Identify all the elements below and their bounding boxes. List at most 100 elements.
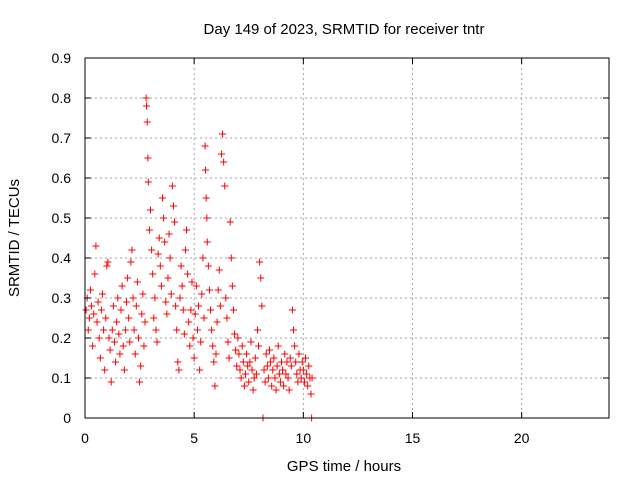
data-point: [176, 294, 184, 302]
data-point: [251, 354, 259, 362]
data-point: [291, 342, 299, 350]
data-point: [247, 338, 255, 346]
data-point: [133, 278, 141, 286]
data-point: [271, 374, 279, 382]
data-point: [101, 366, 109, 374]
data-point: [285, 386, 293, 394]
data-point: [157, 282, 165, 290]
data-point: [163, 310, 171, 318]
data-point: [257, 274, 265, 282]
data-point: [261, 378, 269, 386]
data-point: [209, 342, 217, 350]
y-tick-label: 0.1: [52, 370, 72, 386]
data-point: [263, 362, 271, 370]
y-tick-label: 0.3: [52, 290, 72, 306]
data-point: [174, 358, 182, 366]
data-point: [105, 334, 113, 342]
tick-labels: 0 5 10 15 20 0 0.1 0.2 0.3 0.4 0.5 0.6 0.7 0.8 0.9: [52, 50, 530, 446]
data-point: [302, 354, 310, 362]
data-point: [303, 370, 311, 378]
data-point: [167, 290, 175, 298]
data-point: [131, 350, 139, 358]
data-point: [90, 310, 98, 318]
data-point: [161, 238, 169, 246]
data-point: [231, 330, 239, 338]
data-point: [202, 194, 210, 202]
data-point: [104, 258, 112, 266]
data-point: [233, 362, 241, 370]
data-point: [213, 318, 221, 326]
data-point: [241, 370, 249, 378]
data-point: [269, 366, 277, 374]
grid-lines: [85, 58, 609, 418]
data-point: [300, 378, 308, 386]
y-tick-label: 0.4: [52, 250, 72, 266]
data-point: [270, 354, 278, 362]
data-point: [124, 274, 132, 282]
data-point: [214, 286, 222, 294]
data-point: [172, 302, 180, 310]
data-point: [274, 342, 282, 350]
x-tick-label: 10: [296, 430, 312, 446]
data-point: [181, 246, 189, 254]
data-point: [284, 374, 292, 382]
data-point: [239, 358, 247, 366]
data-point: [106, 346, 114, 354]
data-point: [215, 266, 223, 274]
data-point: [276, 378, 284, 386]
data-point: [171, 218, 179, 226]
data-point: [210, 358, 218, 366]
data-point: [152, 326, 160, 334]
data-point: [211, 382, 219, 390]
data-point: [95, 334, 103, 342]
data-point: [147, 206, 154, 214]
data-point: [128, 246, 136, 254]
data-point: [253, 326, 261, 334]
data-point: [119, 342, 127, 350]
data-point: [145, 226, 153, 234]
y-axis-label: SRMTID / TECUs: [6, 179, 23, 297]
data-point: [237, 374, 245, 382]
data-point: [282, 370, 290, 378]
data-point: [295, 350, 303, 358]
data-point: [299, 366, 307, 374]
chart-title: Day 149 of 2023, SRMTID for receiver tnt…: [204, 21, 485, 38]
data-point: [297, 374, 305, 382]
data-point: [169, 202, 177, 210]
data-point: [248, 366, 256, 374]
y-tick-label: 0.7: [52, 130, 72, 146]
data-point: [173, 326, 181, 334]
data-point: [156, 262, 164, 270]
data-point: [307, 390, 315, 398]
data-point: [272, 386, 280, 394]
data-point: [103, 262, 111, 270]
data-point: [275, 370, 283, 378]
data-point: [84, 326, 92, 334]
data-point: [151, 294, 159, 302]
data-point: [245, 378, 253, 386]
data-point: [250, 374, 258, 382]
data-point: [292, 358, 300, 366]
data-point: [193, 326, 201, 334]
x-tick-label: 20: [514, 430, 530, 446]
x-tick-label: 0: [81, 430, 89, 446]
data-point: [280, 382, 288, 390]
data-point: [304, 382, 312, 390]
data-point: [281, 350, 289, 358]
data-point: [217, 150, 225, 158]
data-point: [107, 378, 115, 386]
data-point: [91, 270, 99, 278]
data-point: [164, 274, 172, 282]
data-point: [117, 306, 125, 314]
data-point: [144, 178, 152, 186]
plot-frame: [84, 57, 610, 419]
data-point: [220, 158, 228, 166]
data-point: [160, 214, 168, 222]
data-point: [199, 254, 207, 262]
data-point: [226, 218, 234, 226]
axis-ticks: [84, 57, 609, 419]
data-point: [258, 302, 266, 310]
data-point: [122, 298, 130, 306]
data-point: [153, 338, 161, 346]
